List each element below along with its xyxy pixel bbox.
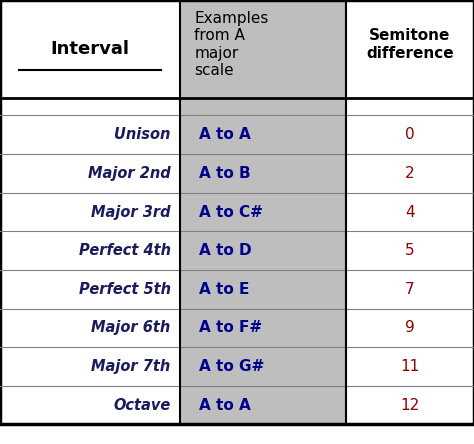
Text: 0: 0 (405, 127, 415, 142)
Bar (346, 386, 474, 424)
Bar (180, 231, 346, 270)
Bar (346, 0, 474, 98)
Text: Examples
from A
major
scale: Examples from A major scale (194, 11, 269, 78)
Text: 5: 5 (405, 243, 415, 258)
Bar (0, 154, 180, 193)
Bar (180, 193, 346, 231)
Text: Major 6th: Major 6th (91, 321, 171, 335)
Text: 4: 4 (405, 205, 415, 219)
Bar (346, 193, 474, 231)
Bar (0, 0, 180, 98)
Text: A to A: A to A (199, 127, 251, 142)
Text: A to D: A to D (199, 243, 252, 258)
Bar (346, 115, 474, 154)
Bar (0, 347, 180, 386)
Text: Perfect 4th: Perfect 4th (79, 243, 171, 258)
Bar (346, 231, 474, 270)
Bar (180, 270, 346, 309)
Text: 12: 12 (401, 398, 419, 412)
Bar (0, 309, 180, 347)
Bar (346, 270, 474, 309)
Bar (346, 347, 474, 386)
Text: A to C#: A to C# (199, 205, 263, 219)
Text: Octave: Octave (113, 398, 171, 412)
Text: 2: 2 (405, 166, 415, 181)
Text: Major 7th: Major 7th (91, 359, 171, 374)
Text: 9: 9 (405, 321, 415, 335)
Text: A to E: A to E (199, 282, 249, 297)
Text: Major 3rd: Major 3rd (91, 205, 171, 219)
Bar (180, 309, 346, 347)
Text: Unison: Unison (114, 127, 171, 142)
Bar (346, 98, 474, 115)
Bar (180, 98, 346, 115)
Bar (0, 98, 180, 115)
Bar (180, 386, 346, 424)
Bar (346, 309, 474, 347)
Text: Perfect 5th: Perfect 5th (79, 282, 171, 297)
Bar (180, 154, 346, 193)
Text: 11: 11 (401, 359, 419, 374)
Bar (0, 193, 180, 231)
Text: A to F#: A to F# (199, 321, 262, 335)
Text: 7: 7 (405, 282, 415, 297)
Text: Semitone
difference: Semitone difference (366, 28, 454, 60)
Text: Interval: Interval (51, 40, 129, 58)
Text: A to B: A to B (199, 166, 251, 181)
Text: Major 2nd: Major 2nd (88, 166, 171, 181)
Bar (180, 115, 346, 154)
Bar (180, 347, 346, 386)
Bar (0, 386, 180, 424)
Bar (0, 270, 180, 309)
Bar (0, 231, 180, 270)
Bar (180, 0, 346, 98)
Bar (0, 115, 180, 154)
Bar (346, 154, 474, 193)
Text: A to G#: A to G# (199, 359, 264, 374)
Text: A to A: A to A (199, 398, 251, 412)
